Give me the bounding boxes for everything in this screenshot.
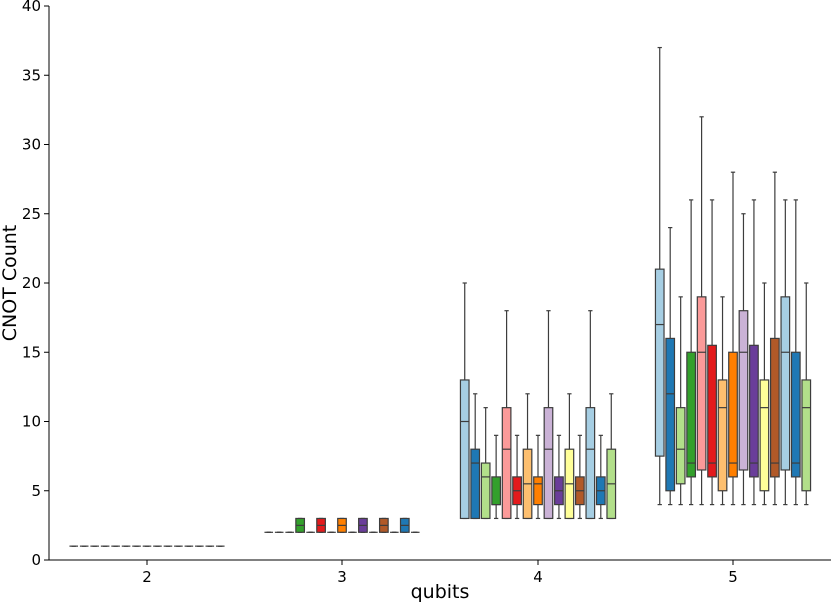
box-body: [501, 407, 512, 520]
box: [696, 116, 707, 506]
box: [665, 227, 676, 506]
y-tick-label: 40: [22, 0, 41, 15]
box: [533, 434, 543, 520]
x-axis-title: qubits: [411, 581, 470, 603]
box-body: [459, 379, 470, 520]
y-tick-label: 0: [31, 551, 41, 569]
y-axis-title: CNOT Count: [0, 225, 21, 342]
box-body: [654, 268, 665, 457]
box: [780, 199, 791, 506]
box-group-3: [264, 517, 420, 533]
box: [707, 199, 717, 506]
y-tick-label: 20: [22, 274, 41, 292]
x-tick-label: 5: [728, 568, 738, 586]
box: [574, 434, 585, 520]
box: [522, 393, 533, 520]
box-body: [470, 448, 481, 520]
x-tick-label: 4: [533, 568, 543, 586]
box-group-4: [459, 282, 617, 520]
x-ticks: 2 3 4 5: [142, 560, 738, 586]
y-tick-label: 10: [22, 413, 41, 431]
box-body: [759, 379, 770, 492]
box-body: [480, 462, 491, 520]
box: [378, 517, 389, 533]
box: [316, 517, 326, 533]
box: [358, 517, 368, 533]
box: [501, 310, 512, 520]
box-body: [491, 476, 502, 506]
box-body: [780, 296, 791, 471]
axes: 0 5 10 15 20 25 30 35 40 2 3 4 5: [22, 0, 831, 586]
box-body: [675, 407, 686, 485]
boxes: [69, 46, 812, 547]
box-body: [790, 351, 801, 478]
y-tick-label: 5: [31, 482, 41, 500]
box: [459, 282, 470, 520]
box: [399, 517, 410, 533]
box: [470, 393, 481, 520]
x-tick-label: 2: [142, 568, 152, 586]
y-tick-label: 35: [22, 66, 41, 84]
y-tick-label: 15: [22, 343, 41, 361]
box: [564, 393, 575, 520]
box-body: [728, 351, 738, 478]
box-group-5: [654, 46, 812, 506]
box-body: [769, 337, 780, 478]
box-body: [717, 379, 728, 492]
box: [606, 393, 617, 520]
box: [480, 407, 491, 520]
y-ticks: 0 5 10 15 20 25 30 35 40: [22, 0, 49, 569]
y-tick-label: 30: [22, 136, 41, 154]
box: [790, 199, 801, 506]
box: [769, 171, 780, 506]
box: [675, 296, 686, 506]
box: [738, 213, 749, 506]
box: [686, 199, 697, 506]
box: [595, 434, 606, 520]
box-body: [543, 407, 554, 520]
box-body: [707, 344, 717, 478]
box-body: [738, 310, 749, 471]
box: [337, 517, 347, 533]
box: [749, 199, 759, 506]
box: [512, 434, 522, 520]
box-body: [533, 476, 543, 506]
box: [654, 46, 665, 506]
box: [295, 517, 306, 533]
box: [554, 434, 564, 520]
box-body: [686, 351, 697, 478]
box-body: [749, 344, 759, 478]
box: [801, 282, 812, 506]
box: [728, 171, 738, 506]
box: [491, 434, 502, 520]
box-body: [801, 379, 812, 492]
box: [585, 310, 596, 520]
x-tick-label: 3: [337, 568, 347, 586]
box: [543, 310, 554, 520]
box-body: [585, 407, 596, 520]
box-body: [696, 296, 707, 471]
box: [717, 296, 728, 506]
y-tick-label: 25: [22, 205, 41, 223]
box-body: [665, 337, 676, 492]
box: [759, 282, 770, 506]
